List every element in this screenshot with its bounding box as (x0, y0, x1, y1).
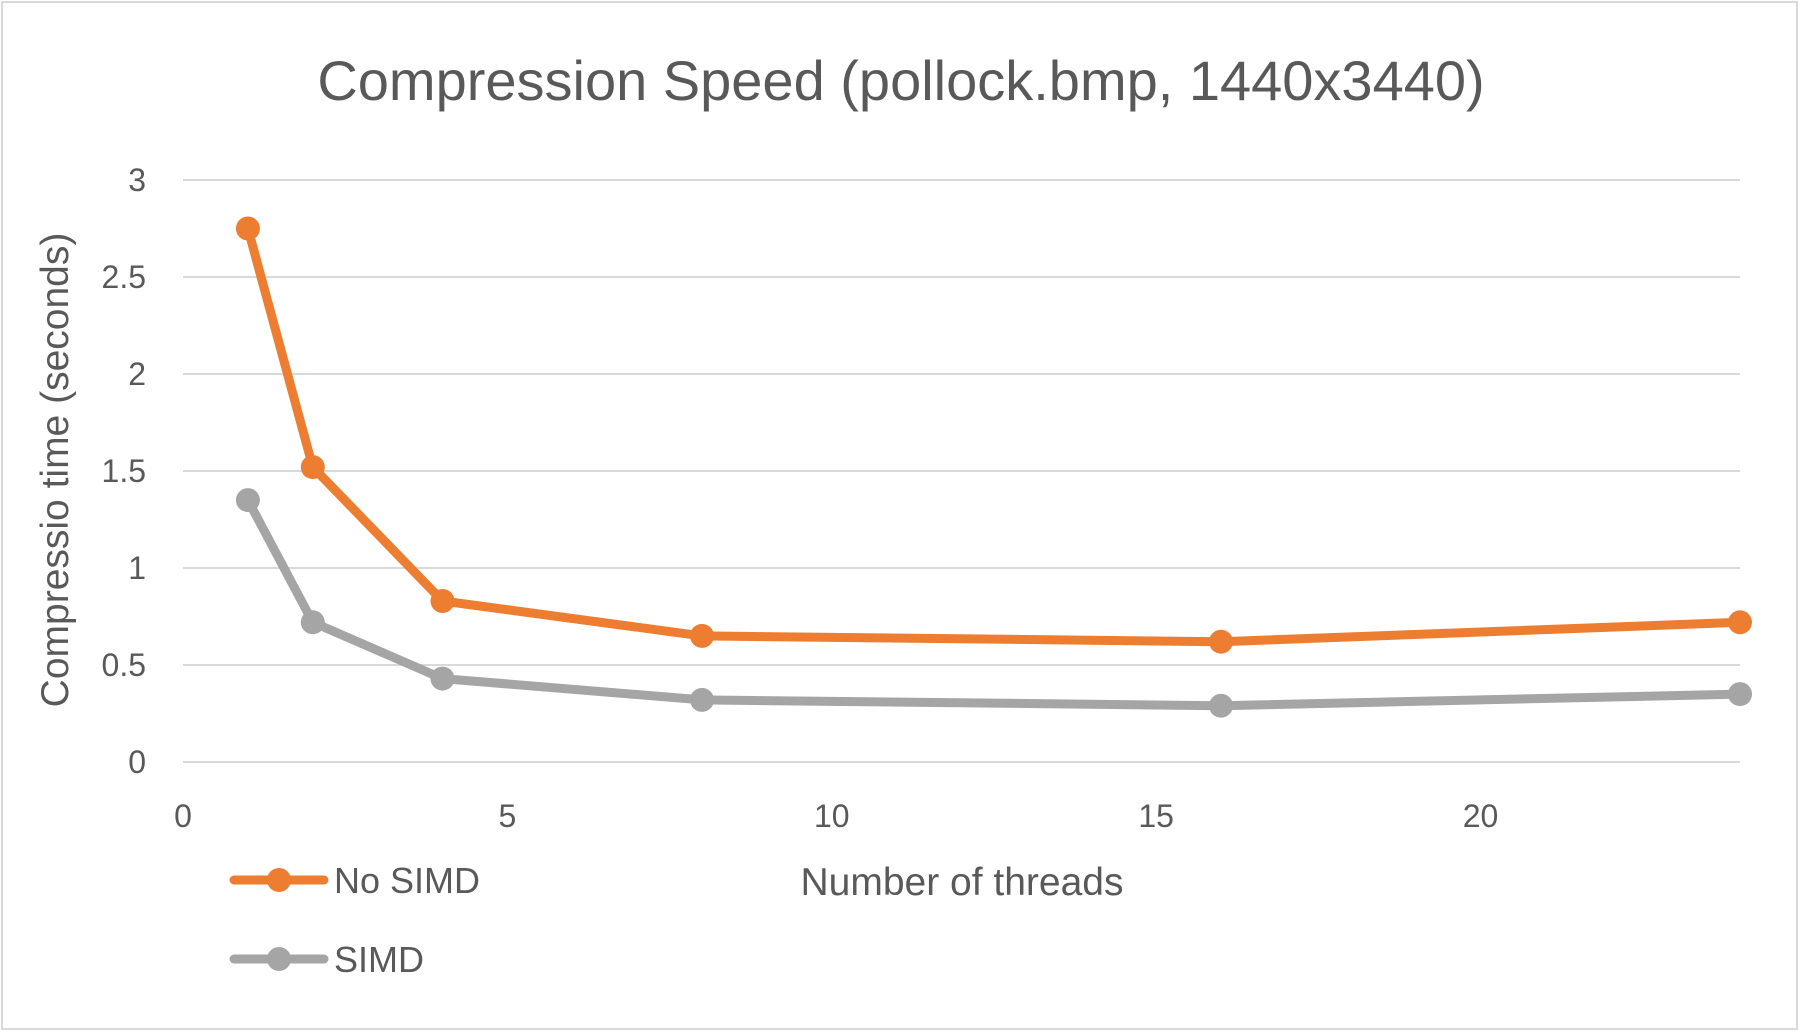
legend-marker-1 (267, 947, 291, 971)
x-axis-ticks: 0 5 10 15 20 (174, 798, 1498, 834)
data-point-no-simd-1 (300, 455, 325, 480)
x-tick-label-4: 20 (1463, 798, 1499, 834)
data-point-simd-1 (300, 610, 325, 635)
data-point-no-simd-4 (1209, 629, 1233, 654)
x-tick-label-3: 15 (1138, 798, 1174, 834)
y-axis-label: Compressio time (seconds) (34, 233, 77, 708)
data-point-simd-3 (690, 687, 714, 712)
data-point-no-simd-5 (1728, 610, 1752, 635)
y-tick-label-2: 1 (128, 550, 146, 586)
x-tick-label-1: 5 (498, 798, 516, 834)
data-point-simd-0 (235, 488, 260, 513)
legend: No SIMD SIMD (229, 860, 480, 980)
y-tick-label-3: 1.5 (102, 453, 146, 489)
data-point-no-simd-0 (235, 216, 260, 241)
y-tick-label-4: 2 (128, 356, 146, 392)
data-point-no-simd-3 (690, 623, 714, 648)
x-tick-label-2: 10 (814, 798, 850, 834)
data-point-simd-4 (1209, 693, 1233, 718)
data-point-simd-2 (430, 666, 455, 691)
x-axis-label: Number of threads (801, 861, 1124, 904)
x-tick-label-0: 0 (174, 798, 192, 834)
series-layer (235, 216, 1752, 718)
data-point-no-simd-2 (430, 589, 455, 613)
legend-label-0: No SIMD (334, 860, 480, 901)
legend-label-1: SIMD (334, 939, 424, 980)
chart-title: Compression Speed (pollock.bmp, 1440x344… (317, 49, 1484, 112)
y-tick-label-5: 2.5 (102, 259, 146, 295)
series-line-no-simd (243, 224, 1745, 647)
series-line-simd (243, 495, 1745, 711)
y-tick-label-6: 3 (128, 162, 146, 198)
legend-marker-0 (267, 868, 291, 892)
grid-layer (183, 179, 1740, 763)
y-tick-label-1: 0.5 (102, 647, 146, 683)
y-tick-label-0: 0 (128, 744, 146, 780)
data-point-simd-5 (1728, 682, 1752, 707)
y-axis-ticks: 0 0.5 1 1.5 2 2.5 3 (102, 162, 146, 780)
